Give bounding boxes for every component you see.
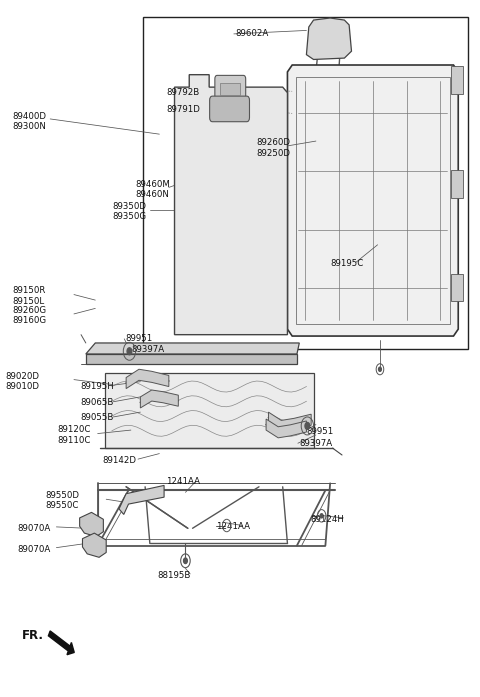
Text: 89397A: 89397A — [131, 346, 164, 354]
FancyBboxPatch shape — [210, 96, 250, 122]
Polygon shape — [268, 412, 311, 431]
Text: 88195B: 88195B — [157, 571, 191, 580]
Polygon shape — [83, 533, 106, 558]
Text: 89124H: 89124H — [310, 515, 344, 523]
Polygon shape — [126, 369, 169, 389]
Text: 89055B: 89055B — [80, 413, 113, 422]
Text: 89260G
89160G: 89260G 89160G — [12, 305, 47, 325]
Polygon shape — [288, 65, 458, 336]
Text: 89065B: 89065B — [80, 398, 113, 407]
Text: 89397A: 89397A — [300, 439, 333, 448]
Circle shape — [320, 514, 323, 518]
Circle shape — [379, 367, 382, 372]
Bar — [451, 66, 463, 94]
Polygon shape — [140, 390, 179, 408]
Text: 89951: 89951 — [125, 335, 153, 344]
Bar — [105, 373, 313, 448]
Text: 89070A: 89070A — [17, 523, 50, 533]
Bar — [451, 274, 463, 302]
Text: 1241AA: 1241AA — [167, 477, 201, 487]
Text: 89120C
89110C: 89120C 89110C — [57, 425, 91, 445]
Text: 1241AA: 1241AA — [216, 522, 250, 531]
Text: 89460M
89460N: 89460M 89460N — [136, 180, 170, 199]
Text: 89150R
89150L: 89150R 89150L — [12, 286, 46, 306]
Bar — [143, 17, 468, 348]
Text: 89070A: 89070A — [17, 544, 50, 553]
Polygon shape — [266, 419, 306, 438]
Bar — [220, 83, 240, 95]
Polygon shape — [86, 354, 297, 365]
Text: 89350D
89350G: 89350D 89350G — [112, 202, 146, 221]
Text: 89602A: 89602A — [235, 29, 268, 38]
Polygon shape — [80, 512, 103, 537]
Text: 89142D: 89142D — [102, 456, 136, 465]
Circle shape — [183, 558, 187, 564]
Text: 89550D
89550C: 89550D 89550C — [46, 491, 80, 510]
Text: 89195C: 89195C — [330, 259, 363, 268]
Text: 89020D
89010D: 89020D 89010D — [5, 372, 39, 392]
Polygon shape — [175, 75, 288, 335]
Text: 89951: 89951 — [306, 427, 334, 436]
Text: 89791D: 89791D — [167, 105, 200, 114]
Circle shape — [305, 422, 310, 429]
Text: 89400D
89300N: 89400D 89300N — [12, 112, 46, 132]
Text: FR.: FR. — [22, 629, 44, 642]
FancyArrow shape — [48, 631, 74, 654]
Bar — [451, 170, 463, 198]
Text: 89195H: 89195H — [80, 382, 114, 391]
Circle shape — [127, 348, 132, 355]
Text: 89260D
89250D: 89260D 89250D — [257, 138, 290, 158]
Polygon shape — [306, 18, 351, 59]
FancyBboxPatch shape — [215, 75, 246, 102]
Polygon shape — [86, 343, 300, 354]
Text: 89792B: 89792B — [167, 88, 200, 97]
Polygon shape — [119, 485, 164, 514]
